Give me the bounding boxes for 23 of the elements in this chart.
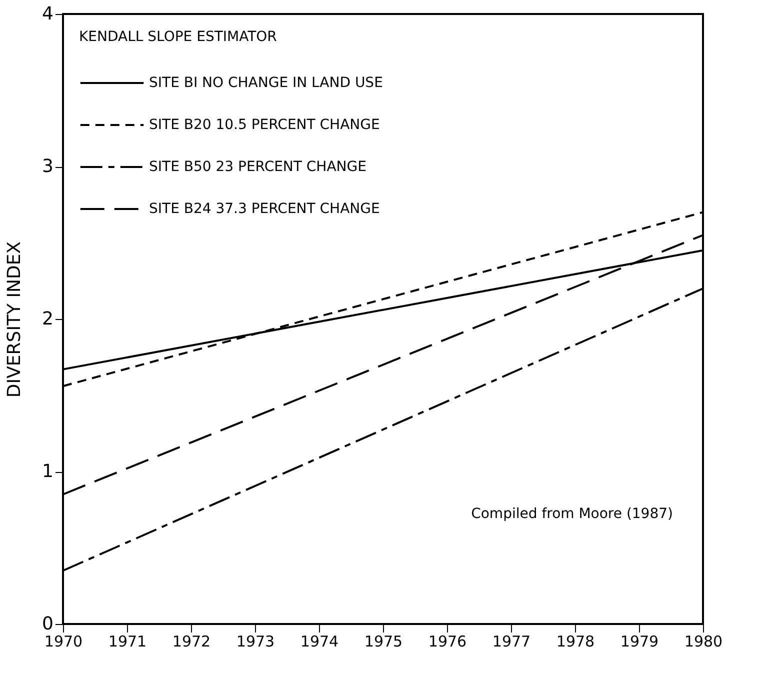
x-tick-label: 1975 bbox=[364, 632, 403, 650]
y-tick-label: 1 bbox=[42, 461, 54, 482]
legend-label: SITE B20 10.5 PERCENT CHANGE bbox=[149, 117, 380, 133]
y-tick-label: 3 bbox=[42, 156, 54, 177]
y-tick-label: 4 bbox=[42, 4, 54, 24]
legend-title: KENDALL SLOPE ESTIMATOR bbox=[79, 29, 278, 45]
x-tick-label: 1971 bbox=[108, 632, 147, 650]
x-tick-label: 1977 bbox=[492, 632, 531, 650]
y-axis-title: DIVERSITY INDEX bbox=[4, 241, 26, 398]
annotation: Compiled from Moore (1987) bbox=[471, 506, 673, 522]
x-tick-label: 1980 bbox=[684, 632, 723, 650]
x-tick-label: 1979 bbox=[620, 632, 659, 650]
y-tick-label: 0 bbox=[42, 614, 54, 634]
legend-label: SITE B24 37.3 PERCENT CHANGE bbox=[149, 201, 380, 217]
x-tick-label: 1978 bbox=[556, 632, 595, 650]
y-tick-label: 2 bbox=[42, 308, 54, 330]
legend-label: SITE BI NO CHANGE IN LAND USE bbox=[149, 75, 383, 91]
x-tick-label: 1970 bbox=[44, 632, 83, 650]
x-tick-label: 1973 bbox=[236, 632, 275, 650]
legend-label: SITE B50 23 PERCENT CHANGE bbox=[149, 159, 366, 175]
x-tick-label: 1972 bbox=[172, 632, 211, 650]
x-tick-label: 1976 bbox=[428, 632, 467, 650]
x-tick-label: 1974 bbox=[300, 632, 339, 650]
